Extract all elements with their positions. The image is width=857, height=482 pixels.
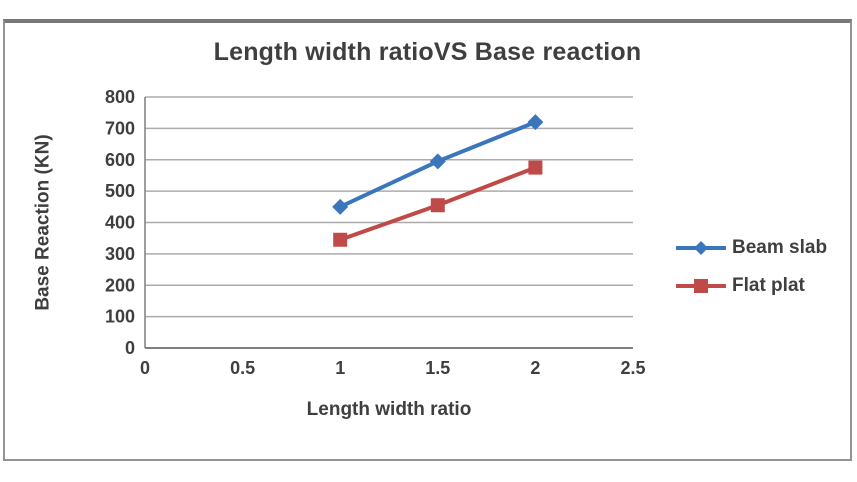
x-tick-label: 1 bbox=[335, 358, 345, 378]
y-axis-title: Base Reaction (KN) bbox=[32, 134, 54, 311]
legend-item-flat-plat: Flat plat bbox=[674, 275, 827, 296]
x-tick-label: 0 bbox=[140, 358, 150, 378]
y-tick-label: 600 bbox=[105, 150, 135, 170]
chart-title: Length width ratioVS Base reaction bbox=[213, 38, 642, 66]
legend: Beam slab Flat plat bbox=[674, 237, 828, 315]
x-tick-label: 1.5 bbox=[425, 358, 450, 378]
data-point-square bbox=[333, 232, 348, 247]
flat-plat-line-square-icon bbox=[676, 279, 726, 293]
y-tick-label: 700 bbox=[105, 118, 135, 138]
y-tick-label: 300 bbox=[105, 244, 135, 264]
legend-label-flat-plat: Flat plat bbox=[732, 275, 805, 296]
data-point-diamond bbox=[332, 198, 349, 215]
y-tick-label: 800 bbox=[105, 87, 135, 107]
y-tick-label: 400 bbox=[105, 213, 135, 233]
legend-label-beam-slab: Beam slab bbox=[732, 237, 828, 258]
y-tick-label: 500 bbox=[105, 181, 135, 201]
x-axis-title: Length width ratio bbox=[306, 399, 472, 420]
data-point-square bbox=[430, 198, 445, 213]
x-tick-label: 0.5 bbox=[230, 358, 255, 378]
data-point-diamond bbox=[527, 114, 544, 131]
legend-item-beam-slab: Beam slab bbox=[674, 237, 828, 258]
y-tick-label: 0 bbox=[125, 338, 135, 358]
x-tick-label: 2.5 bbox=[620, 358, 645, 378]
data-point-diamond bbox=[429, 153, 446, 170]
legend-square-marker bbox=[694, 279, 708, 293]
beam-slab-line-diamond-icon bbox=[676, 241, 726, 255]
legend-diamond-marker bbox=[694, 241, 708, 255]
x-tick-label: 2 bbox=[530, 358, 540, 378]
y-tick-label: 200 bbox=[105, 275, 135, 295]
y-tick-label: 100 bbox=[105, 307, 135, 327]
data-point-square bbox=[528, 160, 543, 175]
